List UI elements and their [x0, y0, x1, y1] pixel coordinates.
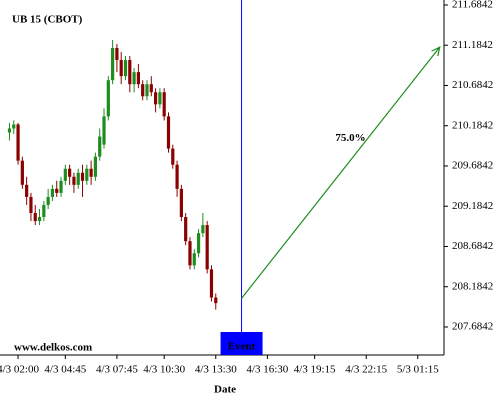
- candle-body: [141, 84, 145, 97]
- candle-body: [123, 60, 128, 77]
- candle-body: [98, 136, 102, 157]
- candle-body: [29, 196, 33, 213]
- candle-body: [166, 116, 171, 149]
- candle-body: [76, 172, 80, 185]
- candle-body: [7, 128, 12, 133]
- candle-body: [184, 217, 188, 242]
- candle-body: [37, 217, 42, 222]
- y-tick-label: 211.6842: [452, 0, 493, 11]
- candle-body: [209, 269, 214, 298]
- candle-body: [145, 84, 149, 97]
- y-tick-label: 208.1842: [452, 280, 493, 292]
- candle-body: [188, 241, 192, 266]
- chart-title: UB 15 (CBOT): [12, 14, 83, 26]
- y-tick-label: 210.6842: [452, 79, 493, 91]
- candle-body: [42, 204, 46, 218]
- candle-body: [128, 60, 132, 85]
- forecast-arrow: [241, 46, 441, 299]
- candle-body: [115, 47, 119, 61]
- candle-body: [93, 156, 98, 177]
- candle-body: [55, 188, 59, 193]
- x-tick-label: 4/3 22:15: [345, 364, 387, 376]
- candle-body: [25, 184, 29, 197]
- y-tick-label: 209.1842: [452, 200, 493, 212]
- y-tick-label: 208.6842: [452, 240, 493, 252]
- candle-body: [192, 253, 196, 266]
- x-tick-label: 4/3 13:30: [195, 364, 237, 376]
- arrow-head: [431, 46, 441, 57]
- candle-body: [205, 225, 209, 270]
- candle-body: [89, 168, 93, 177]
- candle-body: [59, 180, 63, 193]
- x-axis-label: Date: [214, 384, 236, 396]
- x-tick-label: 4/3 07:45: [96, 364, 138, 376]
- candle-body: [119, 60, 123, 77]
- candle-body: [20, 160, 24, 185]
- x-tick-label: 4/3 02:00: [0, 364, 39, 376]
- event-box: [220, 332, 263, 355]
- candle-body: [63, 168, 67, 181]
- y-tick-label: 210.1842: [452, 119, 493, 131]
- y-tick-label: 211.1842: [452, 39, 493, 51]
- x-tick-label: 4/3 19:15: [294, 364, 336, 376]
- candle-body: [85, 168, 89, 181]
- event-label: Event: [228, 341, 256, 353]
- candle-body: [50, 188, 55, 197]
- watermark: www.delkos.com: [14, 342, 92, 354]
- candle-body: [179, 188, 183, 218]
- y-tick-label: 209.6842: [452, 160, 493, 172]
- candle-body: [80, 172, 85, 181]
- candle-body: [16, 124, 20, 161]
- candle-body: [68, 168, 72, 177]
- x-tick-label: 4/3 04:45: [44, 364, 86, 376]
- candle-body: [153, 92, 158, 105]
- candle-body: [46, 196, 50, 205]
- candle-body: [136, 72, 141, 85]
- candle-body: [149, 84, 153, 93]
- candle-body: [111, 47, 115, 81]
- candle-body: [214, 297, 218, 304]
- x-tick-label: 5/3 01:15: [397, 364, 439, 376]
- candle-body: [162, 92, 166, 117]
- candle-body: [158, 92, 162, 105]
- candle-body: [33, 213, 37, 222]
- x-tick-label: 4/3 16:30: [246, 364, 288, 376]
- candle-body: [171, 148, 175, 165]
- y-tick-label: 207.6842: [452, 321, 493, 333]
- candle-body: [196, 233, 201, 254]
- forecast-label: 75.0%: [335, 132, 365, 144]
- candle-body: [132, 72, 136, 85]
- candle-body: [201, 225, 205, 234]
- candle-body: [106, 80, 110, 117]
- x-tick-label: 4/3 10:30: [143, 364, 185, 376]
- candle-body: [12, 124, 16, 129]
- candle-body: [175, 164, 179, 189]
- candle-body: [102, 116, 106, 145]
- candle-body: [72, 176, 76, 185]
